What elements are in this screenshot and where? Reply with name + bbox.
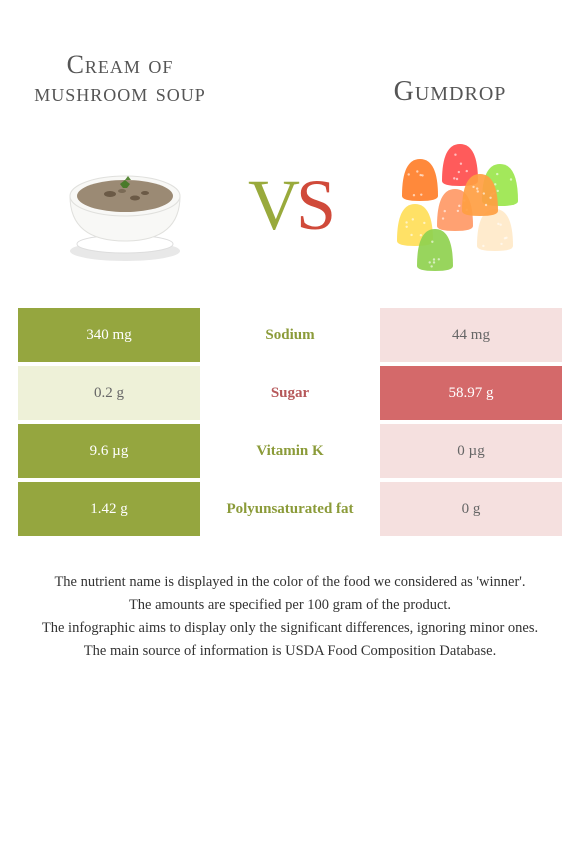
value-left: 0.2 g [18, 366, 200, 420]
footer-line-1: The nutrient name is displayed in the co… [22, 572, 558, 593]
value-left: 9.6 µg [18, 424, 200, 478]
table-row: 0.2 gSugar58.97 g [18, 366, 562, 420]
title-left: Cream of mushroom soup [30, 51, 210, 108]
vs-v: V [248, 165, 296, 245]
value-left: 1.42 g [18, 482, 200, 536]
images-row: VS [0, 108, 580, 308]
vs-label: VS [248, 164, 332, 247]
nutrient-table: 340 mgSodium44 mg0.2 gSugar58.97 g9.6 µg… [0, 308, 580, 536]
value-right: 0 g [380, 482, 562, 536]
footer-line-2: The amounts are specified per 100 gram o… [22, 595, 558, 616]
value-right: 0 µg [380, 424, 562, 478]
soup-image [35, 126, 215, 286]
nutrient-name: Sodium [200, 308, 380, 362]
vs-s: S [296, 165, 332, 245]
nutrient-name: Sugar [200, 366, 380, 420]
table-row: 340 mgSodium44 mg [18, 308, 562, 362]
footer-line-3: The infographic aims to display only the… [22, 618, 558, 639]
value-right: 58.97 g [380, 366, 562, 420]
header: Cream of mushroom soup Gumdrop [0, 0, 580, 108]
value-right: 44 mg [380, 308, 562, 362]
table-row: 9.6 µgVitamin K0 µg [18, 424, 562, 478]
value-left: 340 mg [18, 308, 200, 362]
title-right: Gumdrop [360, 76, 540, 108]
gumdrop-image [365, 126, 545, 286]
table-row: 1.42 gPolyunsaturated fat0 g [18, 482, 562, 536]
footer-line-4: The main source of information is USDA F… [22, 641, 558, 662]
nutrient-name: Polyunsaturated fat [200, 482, 380, 536]
nutrient-name: Vitamin K [200, 424, 380, 478]
footer-notes: The nutrient name is displayed in the co… [0, 540, 580, 662]
